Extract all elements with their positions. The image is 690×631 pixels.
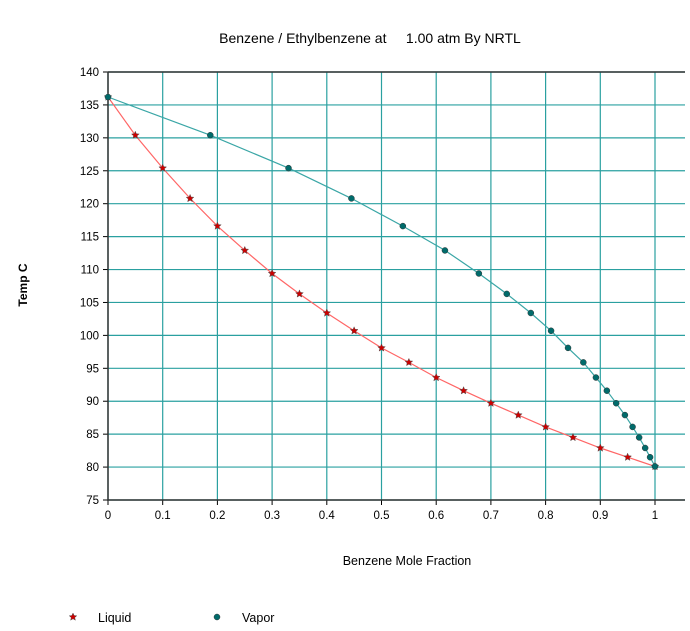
liquid-point <box>240 245 250 255</box>
vapor-point <box>207 131 214 139</box>
vapor-point <box>348 195 355 202</box>
legend-liquid-marker-icon <box>68 612 78 621</box>
liquid-point <box>513 410 523 419</box>
vapor-point <box>592 374 600 381</box>
y-tick-label: 140 <box>80 67 99 79</box>
x-axis-label: Benzene Mole Fraction <box>343 554 472 568</box>
liquid-point <box>322 308 332 317</box>
liquid-point <box>568 432 578 442</box>
liquid-point <box>212 221 222 230</box>
series <box>103 92 660 471</box>
y-axis-label: Temp C <box>16 263 30 306</box>
liquid-point <box>130 130 140 139</box>
x-tick-label: 1 <box>652 510 658 522</box>
vapor-point <box>603 387 611 394</box>
legend-label-liquid: Liquid <box>98 611 131 625</box>
grid <box>107 71 685 501</box>
y-tick-label: 80 <box>86 462 99 474</box>
vapor-point <box>580 359 587 366</box>
y-tick-label: 105 <box>80 297 99 309</box>
liquid-point <box>377 343 386 352</box>
legend-vapor-marker-icon <box>213 613 221 621</box>
x-tick-label: 0.2 <box>209 510 225 522</box>
vapor-point <box>527 309 535 317</box>
liquid-point <box>486 398 496 407</box>
ticks: 0 0.1 0.2 0.3 0.4 0.5 0.6 0.7 0.8 0.9 1 75 80 85 90 95 1… <box>80 67 685 522</box>
vapor-point <box>621 411 629 419</box>
liquid-point <box>349 326 359 335</box>
x-tick-label: 0.1 <box>155 510 171 522</box>
vapor-point <box>641 444 649 452</box>
liquid-point <box>623 452 633 461</box>
liquid-point <box>404 357 414 367</box>
vapor-point <box>104 93 112 101</box>
vapor-point <box>629 423 636 431</box>
legend: Liquid Vapor <box>68 611 274 625</box>
x-tick-label: 0.4 <box>319 510 336 522</box>
y-tick-label: 115 <box>81 232 99 244</box>
vapor-point <box>503 290 511 298</box>
x-tick-label: 0.9 <box>592 510 608 522</box>
vapor-point <box>547 327 555 335</box>
x-tick-label: 0.7 <box>483 510 499 522</box>
y-tick-label: 120 <box>80 199 99 211</box>
liquid-point <box>267 268 277 278</box>
x-tick-label: 0.6 <box>428 510 444 522</box>
legend-label-vapor: Vapor <box>242 611 274 625</box>
y-tick-label: 75 <box>86 495 99 507</box>
liquid-point <box>185 193 195 203</box>
y-tick-label: 85 <box>86 429 99 441</box>
vapor-point <box>612 399 620 407</box>
liquid-point <box>541 422 551 431</box>
y-tick-label: 130 <box>80 133 99 145</box>
vapor-point <box>441 247 449 254</box>
liquid-point <box>459 386 469 395</box>
x-tick-label: 0 <box>105 510 111 522</box>
vapor-point <box>646 453 654 461</box>
vapor-point <box>651 463 659 470</box>
vapor-point <box>564 344 572 352</box>
vapor-point <box>285 164 292 172</box>
vapor-point <box>475 270 483 277</box>
y-tick-label: 125 <box>80 166 99 178</box>
x-tick-label: 0.5 <box>374 510 390 522</box>
liquid-point <box>595 443 605 452</box>
y-tick-label: 135 <box>80 100 99 112</box>
vapor-point <box>635 434 643 441</box>
x-tick-label: 0.3 <box>264 510 280 522</box>
y-tick-label: 95 <box>86 363 99 375</box>
vapor-point <box>399 222 407 230</box>
y-tick-label: 110 <box>81 265 99 277</box>
y-tick-label: 100 <box>80 330 99 342</box>
liquid-point <box>294 289 304 298</box>
y-tick-label: 90 <box>86 396 99 408</box>
chart-title: Benzene / Ethylbenzene at 1.00 atm By NR… <box>219 30 521 46</box>
liquid-point <box>158 163 168 172</box>
x-tick-label: 0.8 <box>538 510 554 522</box>
liquid-point <box>431 372 441 382</box>
